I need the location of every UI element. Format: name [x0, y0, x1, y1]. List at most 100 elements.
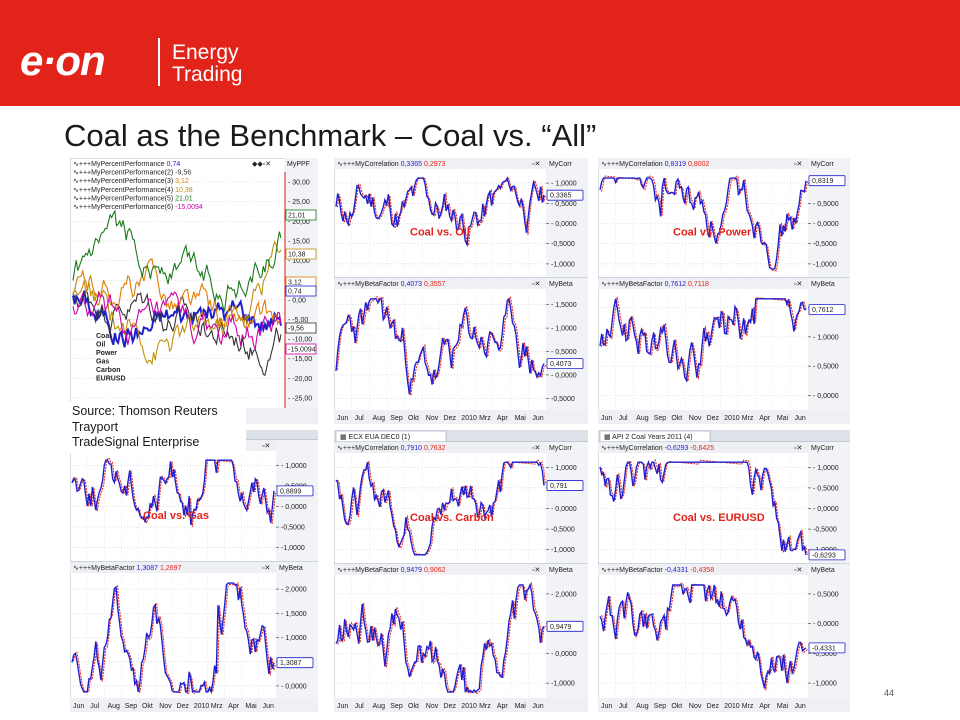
- subchart-header: [70, 562, 318, 573]
- x-tick-label: Jun: [337, 415, 348, 422]
- x-tick-label: Jul: [90, 703, 99, 710]
- x-tick-label: Apr: [759, 703, 771, 710]
- y-tick-label: - 1,0000: [813, 334, 839, 341]
- y-tick-label: - 0,0000: [813, 506, 839, 513]
- legend-text: ∿+++MyBetaFactor -0,4331 -0,4358: [601, 567, 714, 574]
- window-buttons: ▫✕: [262, 443, 270, 450]
- series-secondary-line: [601, 458, 808, 556]
- series-primary-line: [599, 584, 807, 689]
- y-axis-bg: [808, 564, 850, 712]
- x-tick-label: Aug: [636, 703, 649, 710]
- chart-window-power[interactable]: ∿+++MyCorrelation 0,8319 0,8002 MyCorr ▫✕ -…: [598, 158, 850, 424]
- chart-window-eurusd[interactable]: ▦ API 2 Coal Years 2011 (4) ∿+++MyCorrela…: [598, 430, 850, 712]
- y-tick-label: - -20,00: [288, 376, 312, 383]
- perf-axis-name: MyPPF: [287, 161, 310, 168]
- window-buttons: ▫✕: [794, 281, 802, 288]
- y-axis-name: MyBeta: [811, 281, 835, 288]
- chart-window-gas[interactable]: ▫✕- 1,0000- 0,5000- 0,0000-0,5000-1,0000…: [70, 430, 318, 712]
- y-tick-label: -1,0000: [551, 547, 575, 554]
- perf-value-marker-label: 10,38: [288, 252, 306, 259]
- y-tick-label: - 1,5000: [551, 302, 577, 309]
- x-tick-label: Mai: [777, 703, 789, 710]
- y-tick-label: - 0,5000: [813, 364, 839, 371]
- perf-legend-entry: ∿+++MyPercentPerformance(3) 3,12: [73, 178, 189, 185]
- x-tick-label: Mai: [245, 703, 257, 710]
- series-primary-line: [71, 459, 275, 526]
- legend-text: ∿+++MyCorrelation -0,6293 -0,6425: [601, 445, 714, 452]
- x-tick-label: Aug: [373, 703, 386, 710]
- x-tick-label: Mai: [515, 703, 527, 710]
- value-marker-label: 0,7612: [812, 307, 834, 314]
- window-buttons: ▫✕: [532, 445, 540, 452]
- y-axis-bg: [546, 278, 588, 424]
- series-name-label: EURUSD: [96, 376, 126, 383]
- y-tick-label: - 20,00: [288, 219, 310, 226]
- y-axis-name: MyBeta: [811, 567, 835, 574]
- value-marker: [546, 189, 584, 201]
- x-tick-label: Mrz: [479, 415, 491, 422]
- x-tick-label: Okt: [142, 703, 153, 710]
- value-marker-label: 0,4073: [550, 361, 572, 368]
- x-tick-label: Jun: [601, 703, 612, 710]
- window-buttons: ▫✕: [262, 565, 270, 572]
- legend-text: ∿+++MyCorrelation 0,7910 0,7632: [337, 445, 446, 452]
- y-tick-label: - -25,00: [288, 396, 312, 403]
- chart-svg-oil: ∿+++MyCorrelation 0,3365 0,2973 MyCorr ▫✕ -…: [334, 158, 588, 424]
- perf-legend-entry: ∿+++MyPercentPerformance(5) 21,01: [73, 195, 193, 202]
- y-tick-label: - 2,0000: [281, 587, 307, 594]
- performance-series-line: [72, 209, 282, 312]
- value-marker: [808, 175, 846, 187]
- y-tick-label: - -5,00: [288, 317, 308, 324]
- value-marker-label: -0,4331: [812, 645, 836, 652]
- value-marker-label: 0,8899: [280, 488, 302, 495]
- x-tick-label: Apr: [228, 703, 240, 710]
- y-tick-label: - 1,0000: [813, 465, 839, 472]
- window-buttons: ◆◆▫✕: [252, 161, 271, 168]
- source-note: Source: Thomson Reuters Trayport TradeSi…: [68, 402, 246, 453]
- subchart-header: [598, 564, 850, 575]
- x-tick-label: Jul: [355, 415, 364, 422]
- y-tick-label: -0,5000: [551, 396, 575, 403]
- x-tick-label: Mrz: [479, 703, 491, 710]
- subchart-header: [598, 278, 850, 289]
- x-tick-label: Jun: [532, 703, 543, 710]
- y-axis-name: MyCorr: [549, 445, 573, 452]
- y-axis-bg: [276, 440, 318, 562]
- chart-window-oil[interactable]: ∿+++MyCorrelation 0,3365 0,2973 MyCorr ▫✕ -…: [334, 158, 588, 424]
- series-primary-line: [335, 297, 545, 395]
- x-tick-label: Sep: [125, 703, 138, 710]
- series-primary-line: [599, 298, 807, 383]
- logo-line-2: Trading: [172, 63, 243, 86]
- y-tick-label: -1,0000: [551, 261, 575, 268]
- x-tick-label: Okt: [408, 415, 419, 422]
- perf-value-marker: [285, 285, 317, 297]
- x-axis-bg: [70, 698, 318, 712]
- perf-legend-entry: ∿+++MyPercentPerformance(6) -15,0094: [73, 204, 203, 211]
- performance-series-line: [72, 289, 282, 376]
- chart-window-carbon[interactable]: ▦ ECX EUA DEC0 (1) ∿+++MyCorrelation 0,79…: [334, 430, 588, 712]
- x-tick-label: Mrz: [211, 703, 223, 710]
- subchart-header: [598, 442, 850, 453]
- x-tick-label: Sep: [654, 415, 667, 422]
- y-tick-label: - 15,00: [288, 238, 310, 245]
- x-tick-label: Aug: [636, 415, 649, 422]
- x-tick-label: Jun: [794, 415, 805, 422]
- y-tick-label: - 1,0000: [281, 463, 307, 470]
- window-buttons: ▫✕: [794, 445, 802, 452]
- x-tick-label: 2010: [461, 703, 477, 710]
- x-tick-label: Okt: [671, 703, 682, 710]
- y-axis-bg: [808, 442, 850, 564]
- y-tick-label: -0,5000: [813, 651, 837, 658]
- y-tick-label: - 0,5000: [813, 201, 839, 208]
- x-tick-label: Jun: [601, 415, 612, 422]
- x-tick-label: Apr: [759, 415, 771, 422]
- series-primary-line: [335, 176, 545, 248]
- series-primary-line: [599, 460, 807, 555]
- x-tick-label: Okt: [671, 415, 682, 422]
- perf-value-marker-label: -15,0094: [288, 347, 316, 354]
- perf-value-marker: [285, 248, 317, 260]
- performance-chart-window[interactable]: MyPPF ◆◆▫✕ - 30,00 - 25,00 - 20,00 - 15,00 - 1…: [70, 158, 318, 424]
- y-tick-label: - -15,00: [288, 356, 312, 363]
- series-secondary-line: [337, 296, 546, 396]
- y-tick-label: - 2,0000: [551, 591, 577, 598]
